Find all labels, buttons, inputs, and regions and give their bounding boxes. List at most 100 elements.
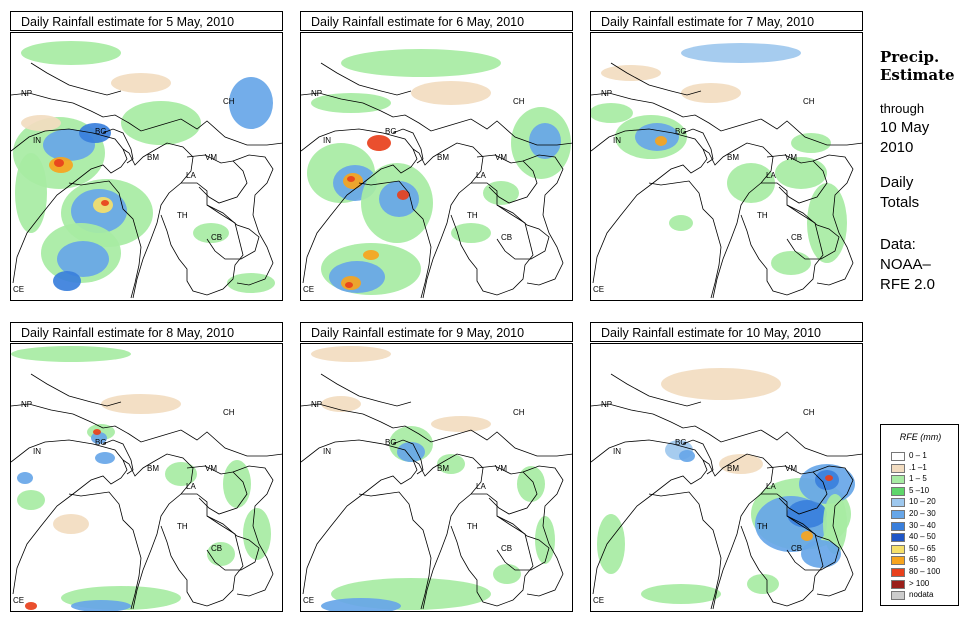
country-label-ch: CH (223, 408, 235, 417)
country-border (412, 453, 484, 610)
country-label-bm: BM (147, 464, 159, 473)
country-border (766, 465, 828, 515)
rainfall-area (747, 574, 779, 594)
country-border (610, 373, 702, 407)
rainfall-area (53, 514, 89, 534)
country-border (682, 128, 714, 164)
rainfall-area (681, 83, 741, 103)
rainfall-area (223, 460, 251, 508)
rainfall-area (229, 77, 273, 129)
country-border (412, 142, 484, 299)
country-label-ch: CH (803, 408, 815, 417)
country-border (496, 515, 550, 571)
country-label-th: TH (757, 211, 768, 220)
country-label-la: LA (186, 482, 196, 491)
side-totals-line2: Totals (880, 194, 920, 211)
country-label-in: IN (323, 447, 331, 456)
side-title-line1: Precip. (880, 48, 940, 66)
country-label-ch: CH (513, 97, 525, 106)
rainfall-area (655, 136, 667, 146)
rainfall-map: NP CH IN BG BM VM LA TH CB CE (10, 32, 283, 301)
rainfall-area (11, 346, 131, 362)
rainfall-area (681, 43, 801, 63)
rainfall-area (345, 282, 353, 288)
panel-title: Daily Rainfall estimate for 10 May, 2010 (590, 322, 863, 342)
country-label-ce: CE (303, 285, 315, 294)
side-totals: Daily Totals (880, 173, 919, 213)
rainfall-area (641, 584, 721, 604)
rainfall-area (367, 135, 391, 151)
rainfall-area (321, 598, 401, 611)
rainfall-area (431, 416, 491, 432)
country-border (320, 373, 412, 407)
rainfall-area (791, 133, 831, 153)
country-label-ce: CE (593, 596, 605, 605)
country-border (232, 465, 274, 597)
country-label-in: IN (323, 136, 331, 145)
country-border (186, 154, 248, 204)
country-border (122, 142, 194, 299)
country-border (11, 439, 128, 595)
country-label-th: TH (467, 522, 478, 531)
country-label-in: IN (33, 136, 41, 145)
legend-swatch (891, 452, 905, 461)
country-label-vm: VM (205, 464, 217, 473)
country-border (812, 154, 854, 286)
side-data-line3: RFE 2.0 (880, 276, 936, 293)
rainfall-area (54, 159, 64, 167)
country-label-np: NP (21, 89, 33, 98)
legend-swatch (891, 556, 905, 566)
country-label-ch: CH (803, 97, 815, 106)
country-label-ch: CH (513, 408, 525, 417)
country-label-bg: BG (675, 127, 687, 136)
country-label-np: NP (21, 400, 33, 409)
country-label-vm: VM (495, 464, 507, 473)
rainfall-area (95, 452, 115, 464)
rainfall-area (517, 466, 545, 502)
legend-swatch (891, 579, 905, 589)
legend-label: 5 –10 (909, 485, 930, 495)
rainfall-area (397, 442, 425, 462)
legend-swatch (891, 544, 905, 554)
map-panel-7-may: Daily Rainfall estimate for 7 May, 2010 … (590, 11, 865, 301)
legend-swatch (891, 463, 905, 473)
country-border (11, 128, 128, 284)
side-data-source: Data: NOAA– RFE 2.0 (880, 235, 935, 295)
rainfall-area (493, 564, 521, 584)
map-canvas (301, 49, 572, 299)
coastline (358, 180, 432, 299)
country-label-bm: BM (147, 153, 159, 162)
country-border (232, 154, 274, 286)
legend-swatch (891, 510, 905, 519)
country-border (610, 62, 702, 96)
rainfall-area (379, 181, 419, 217)
side-title: Precip. Estimate (880, 48, 955, 84)
rainfall-area (79, 123, 111, 143)
legend-label: 80 – 100 (909, 567, 941, 576)
rainfall-area (193, 223, 229, 243)
legend-swatch (891, 498, 905, 508)
side-data-line1: Data: (880, 236, 916, 253)
legend-swatch (891, 568, 905, 577)
country-border (786, 204, 840, 260)
legend-title: RFE (mm) (899, 432, 942, 442)
rainfall-area (25, 602, 37, 610)
country-border (11, 403, 282, 457)
rainfall-area (71, 600, 131, 611)
legend-label: 40 – 50 (909, 532, 936, 542)
country-label-cb: CB (791, 544, 803, 553)
rainfall-area (597, 514, 625, 574)
country-border (392, 128, 424, 164)
country-label-np: NP (311, 400, 323, 409)
rainfall-area (101, 200, 109, 206)
country-border (206, 204, 260, 260)
rainfall-area (341, 49, 501, 77)
country-border (186, 465, 248, 515)
country-label-la: LA (476, 171, 486, 180)
country-label-bg: BG (95, 438, 107, 447)
country-border (122, 453, 194, 610)
country-label-th: TH (177, 522, 188, 531)
map-panel-9-may: Daily Rainfall estimate for 9 May, 2010 … (300, 322, 575, 612)
country-border (206, 515, 260, 571)
